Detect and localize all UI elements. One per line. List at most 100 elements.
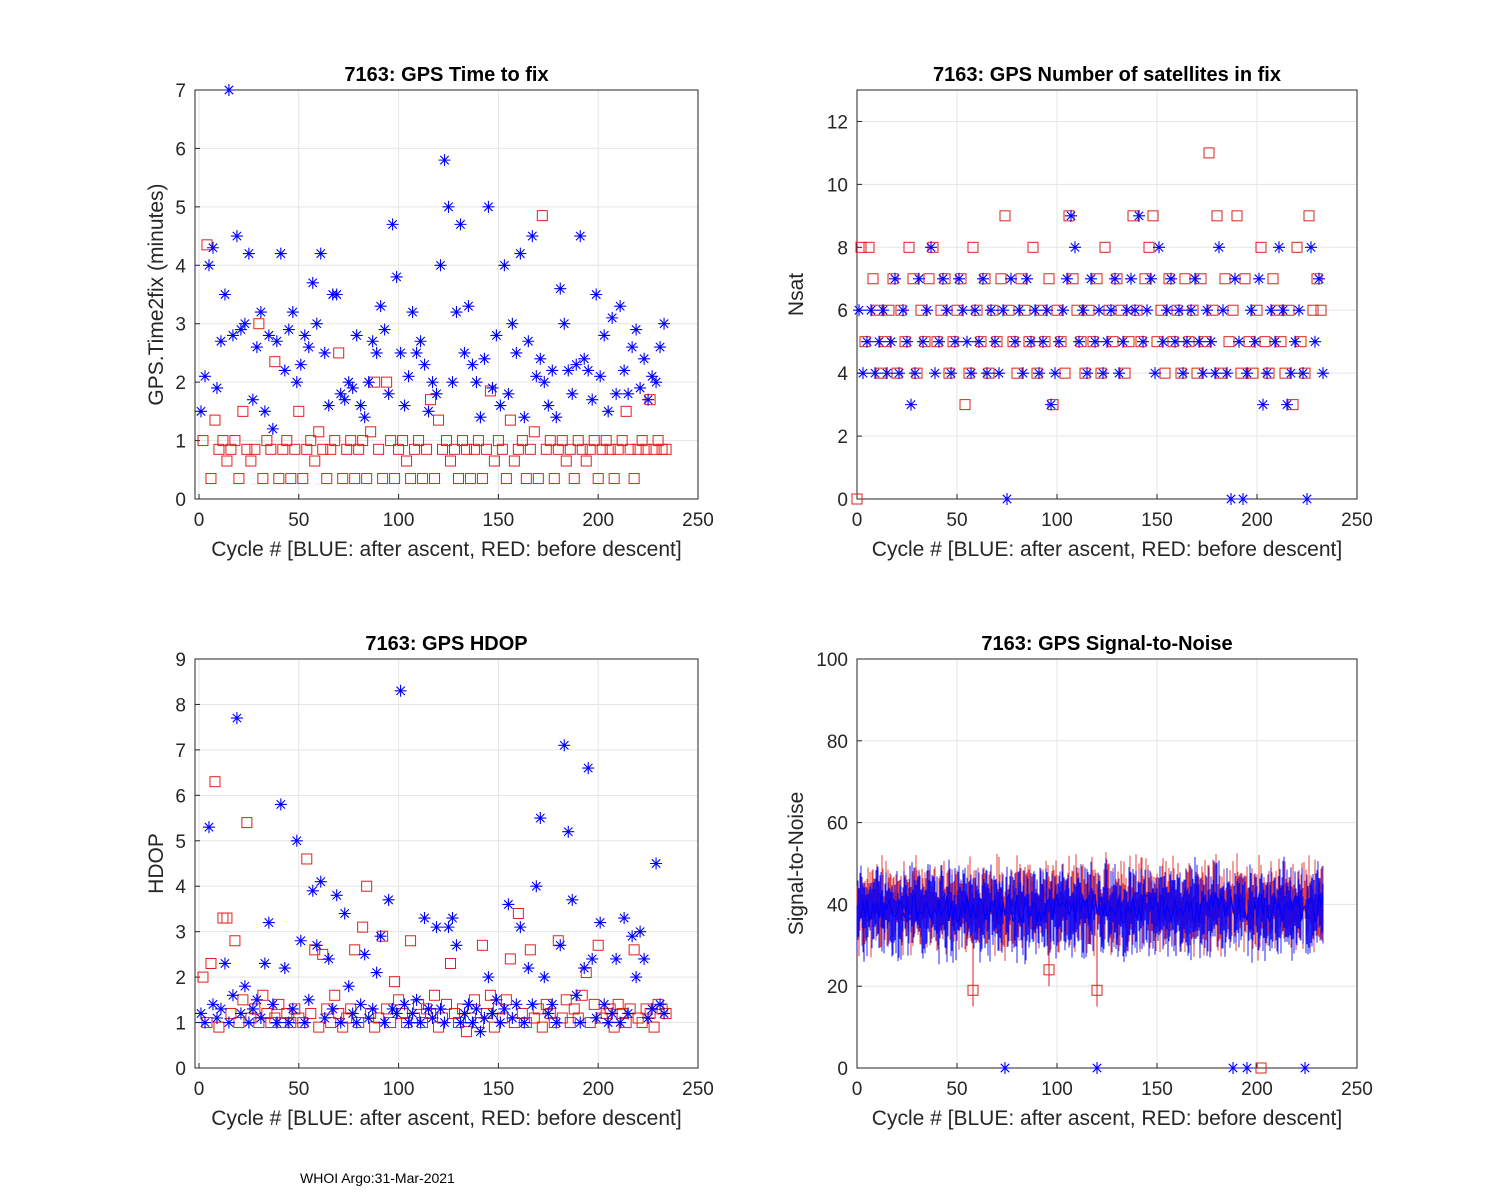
y-axis-label: Nsat — [785, 273, 808, 316]
data-point-blue — [214, 335, 227, 348]
data-point-blue — [226, 329, 239, 342]
data-point-blue — [1265, 304, 1277, 317]
data-point-blue — [1317, 367, 1329, 380]
data-point-blue — [374, 300, 387, 313]
data-point-blue — [1169, 335, 1181, 348]
data-point-blue — [314, 875, 327, 888]
data-point-red — [504, 953, 516, 965]
data-point-blue — [394, 346, 407, 359]
data-point-blue — [949, 335, 961, 348]
y-tick-label: 0 — [837, 1059, 848, 1080]
data-point-blue — [554, 282, 567, 295]
data-point-red — [245, 455, 257, 467]
data-point-blue — [346, 1007, 359, 1020]
data-point-blue — [486, 1007, 499, 1020]
data-point-red — [903, 241, 915, 253]
data-point-blue — [865, 304, 877, 317]
data-point-red — [488, 455, 500, 467]
data-point-blue — [306, 884, 319, 897]
x-tick-label: 150 — [1141, 510, 1173, 531]
data-point-blue — [334, 387, 347, 400]
data-point-red — [365, 426, 377, 438]
data-point-blue — [917, 335, 929, 348]
data-point-red — [512, 907, 524, 919]
data-point-blue — [929, 367, 941, 380]
data-point-red — [201, 239, 213, 251]
data-point-blue — [538, 376, 551, 389]
data-point-blue — [542, 399, 555, 412]
data-point-red — [297, 473, 309, 485]
data-point-red — [460, 443, 472, 455]
data-point-red — [313, 1021, 325, 1033]
data-point-blue — [1269, 335, 1281, 348]
data-point-blue — [342, 980, 355, 993]
data-point-blue — [270, 1016, 283, 1029]
data-point-red — [448, 443, 460, 455]
data-point-blue — [502, 898, 515, 911]
x-tick-label: 50 — [288, 1079, 309, 1100]
x-tick-label: 250 — [682, 510, 714, 531]
nsat-panel: 0 50 100 150 200 250 0 2 4 6 8 10 12 7163: GPS Number… — [785, 64, 1373, 561]
data-point-blue — [618, 912, 631, 925]
data-point-red — [524, 944, 536, 956]
data-point-blue — [382, 893, 395, 906]
data-point-blue — [1085, 272, 1097, 285]
data-point-blue — [410, 993, 423, 1006]
data-point-blue — [278, 962, 291, 975]
data-point-blue — [594, 916, 607, 929]
data-point-blue — [1101, 335, 1113, 348]
data-point-red — [456, 435, 468, 447]
data-point-blue — [530, 370, 543, 383]
data-point-red — [532, 473, 544, 485]
data-point-blue — [1009, 335, 1021, 348]
axes-box — [856, 658, 1358, 1069]
data-point-red — [1231, 210, 1243, 222]
data-point-blue — [602, 405, 615, 418]
data-point-blue — [234, 1007, 247, 1020]
data-point-blue — [458, 1007, 471, 1020]
data-point-blue — [957, 304, 969, 317]
data-point-blue — [873, 335, 885, 348]
data-point-blue — [658, 1007, 671, 1020]
data-point-red — [1315, 304, 1327, 316]
data-point-blue — [602, 1016, 615, 1029]
data-point-blue — [1229, 272, 1241, 285]
data-point-red — [385, 435, 397, 447]
data-point-blue — [338, 907, 351, 920]
data-point-red — [1303, 210, 1315, 222]
x-axis-label: Cycle # [BLUE: after ascent, RED: before… — [872, 538, 1342, 561]
data-point-blue — [258, 405, 271, 418]
data-point-blue — [1241, 1062, 1253, 1074]
data-point-red — [592, 473, 604, 485]
data-point-red — [381, 376, 393, 388]
data-point-blue — [1069, 241, 1081, 254]
data-point-red — [560, 455, 572, 467]
y-tick-label: 100 — [816, 650, 848, 671]
snr-trace — [856, 892, 1324, 924]
data-point-blue — [238, 317, 251, 330]
data-point-blue — [338, 393, 351, 406]
data-point-blue — [574, 1016, 587, 1029]
data-point-red — [624, 443, 636, 455]
data-point-blue — [530, 880, 543, 893]
data-point-blue — [302, 341, 315, 354]
data-point-blue — [997, 304, 1009, 317]
data-point-red — [329, 989, 341, 1001]
data-point-blue — [594, 370, 607, 383]
data-point-blue — [634, 925, 647, 938]
data-point-blue — [478, 1012, 491, 1025]
data-point-blue — [1001, 493, 1013, 505]
data-point-red — [221, 455, 233, 467]
data-point-blue — [1241, 367, 1253, 380]
data-point-red — [345, 435, 357, 447]
data-point-blue — [1201, 304, 1213, 317]
data-point-blue — [210, 381, 223, 394]
data-point-blue — [262, 329, 275, 342]
data-point-blue — [1197, 367, 1209, 380]
axes-box — [194, 658, 699, 1069]
data-point-red — [353, 443, 365, 455]
data-point-red — [237, 994, 249, 1006]
data-point-red — [213, 443, 225, 455]
data-point-blue — [985, 304, 997, 317]
